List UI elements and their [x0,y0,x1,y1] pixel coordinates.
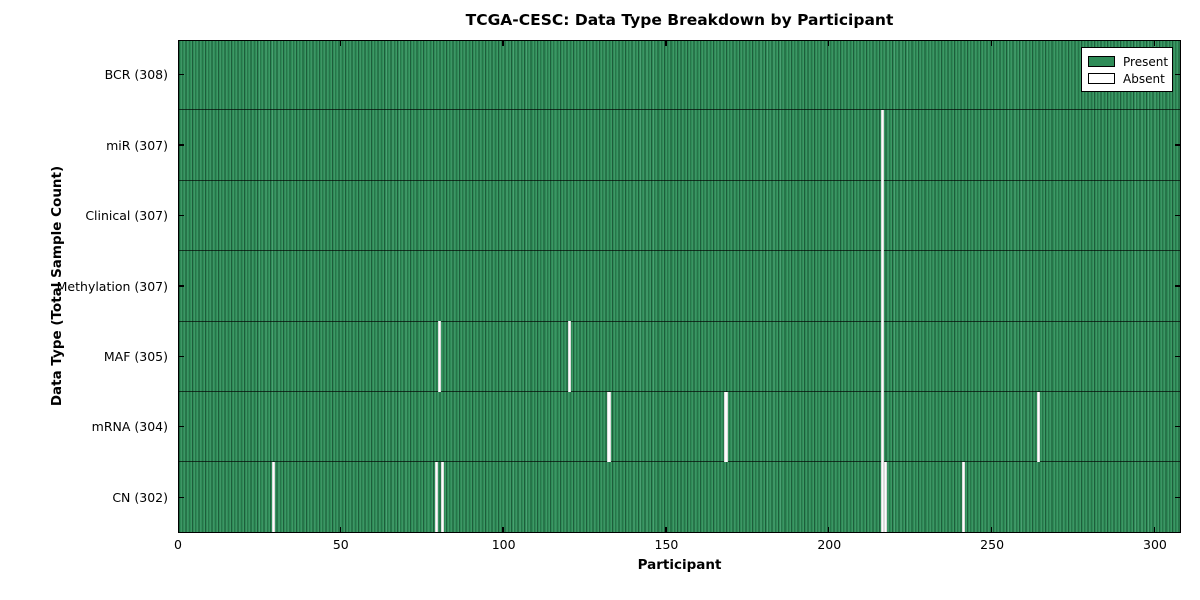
x-tick-mark-bottom [828,527,830,532]
absent-bar-CN-29 [271,461,276,533]
legend-label: Present [1123,54,1169,69]
y-tick-mark-right [1175,144,1180,146]
row-divider [179,109,1180,111]
x-tick-mark-top [502,41,504,46]
x-axis-title: Participant [637,557,722,573]
x-tick-label: 200 [817,537,842,552]
row-divider [179,391,1180,393]
absent-bar-MAF-80 [437,321,442,392]
y-tick-mark-left [179,285,184,287]
legend-label: Absent [1123,71,1165,86]
y-tick-label-CN: CN (302) [112,489,168,505]
legend-swatch-present [1088,56,1115,67]
x-tick-label: 150 [654,537,679,552]
absent-bar-Methylation-216 [880,250,885,322]
y-tick-mark-left [179,355,184,358]
x-tick-mark-top [828,41,830,46]
x-tick-mark-top [339,41,341,46]
y-tick-label-mRNA: mRNA (304) [91,419,168,435]
x-tick-label: 100 [491,537,516,552]
absent-bar-CN-81 [441,461,445,533]
absent-bar-mRNA-216 [880,391,885,462]
plot-area: Present Absent [178,40,1181,533]
row-divider [179,179,1180,181]
y-tick-label-Clinical: Clinical (307) [85,208,168,224]
absent-bar-Clinical-216 [880,180,885,251]
y-tick-mark-right [1175,214,1180,217]
absent-bar-CN-79 [434,461,438,533]
absent-bar-mRNA-132 [607,391,611,462]
y-tick-mark-left [179,144,184,146]
y-tick-mark-right [1175,496,1180,498]
row-divider [179,250,1180,252]
y-tick-label-Methylation: Methylation (307) [56,278,168,294]
chart-title: TCGA-CESC: Data Type Breakdown by Partic… [465,11,894,29]
x-tick-mark-top [990,41,993,46]
y-tick-mark-right [1175,285,1180,287]
x-tick-mark-bottom [502,527,504,532]
y-tick-label-MAF: MAF (305) [103,348,168,364]
legend-swatch-absent [1088,73,1115,84]
absent-bar-CN-217 [884,461,888,533]
absent-bar-MAF-216 [880,321,885,392]
y-tick-mark-right [1175,355,1180,358]
y-tick-label-miR: miR (307) [106,137,168,153]
legend-entry-present: Present [1088,53,1169,70]
absent-bar-miR-216 [880,109,885,181]
row-divider [179,461,1180,463]
x-tick-mark-top [665,41,667,46]
absent-bar-mRNA-168 [724,391,728,462]
legend-entry-absent: Absent [1088,70,1166,87]
absent-bar-CN-216 [880,461,885,533]
y-tick-mark-left [179,496,184,498]
absent-bar-CN-241 [962,461,966,533]
x-tick-mark-bottom [1153,527,1156,532]
x-tick-mark-bottom [339,527,341,532]
x-tick-mark-top [1153,41,1156,46]
y-tick-mark-left [179,426,184,428]
y-tick-mark-left [179,74,184,76]
x-tick-label: 0 [174,537,182,552]
legend: Present Absent [1081,47,1173,92]
y-tick-mark-right [1175,74,1180,76]
row-divider [179,320,1180,322]
y-tick-mark-right [1175,426,1180,428]
x-tick-mark-bottom [665,527,667,532]
absent-bar-mRNA-264 [1037,391,1041,462]
x-tick-label: 250 [980,537,1005,552]
absent-bar-MAF-120 [568,321,572,392]
x-tick-label: 300 [1143,537,1167,552]
x-tick-label: 50 [332,537,349,552]
x-tick-mark-bottom [990,527,993,532]
y-tick-label-BCR: BCR (308) [104,67,168,83]
y-tick-mark-left [179,214,184,217]
